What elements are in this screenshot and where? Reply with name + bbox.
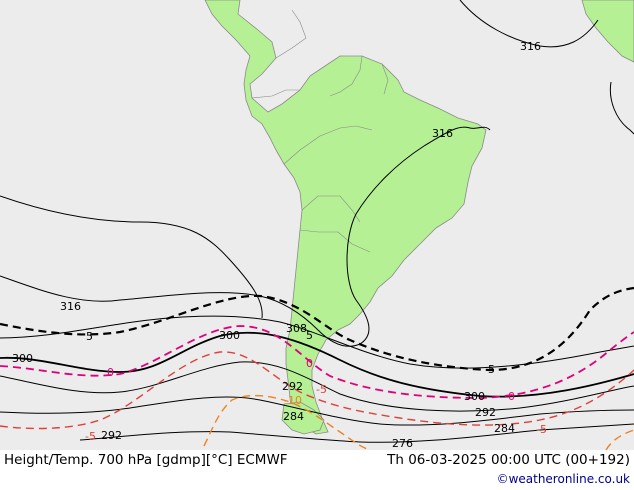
height-contours <box>0 0 634 443</box>
temperature-label: 5 <box>488 363 495 376</box>
height-label: 300 <box>219 329 240 342</box>
temperature-label: 0 <box>306 357 313 370</box>
temperature-label: -10 <box>284 394 302 407</box>
temperature-label: -5 <box>536 423 547 436</box>
map-canvas: 316 316 316 308 300 300 300 292 292 292 … <box>0 0 634 451</box>
temperature-label: 5 <box>86 330 93 343</box>
forecast-datetime: Th 06-03-2025 00:00 UTC (00+192) <box>387 452 630 468</box>
country-borders <box>251 9 389 253</box>
height-label: 276 <box>392 437 413 450</box>
height-label: 300 <box>464 390 485 403</box>
temperature-labels: 5 5 5 0 0 0 -5 -5 -5 -10 <box>85 329 547 443</box>
temperature-label: 0 <box>107 366 114 379</box>
height-label: 316 <box>432 127 453 140</box>
tierra-del-fuego-land <box>281 401 325 435</box>
temperature-label: 5 <box>306 329 313 342</box>
height-labels: 316 316 316 308 300 300 300 292 292 292 … <box>12 40 541 450</box>
height-label: 292 <box>101 429 122 442</box>
height-label: 316 <box>60 300 81 313</box>
height-label: 284 <box>494 422 515 435</box>
height-label: 316 <box>520 40 541 53</box>
weather-map: 316 316 316 308 300 300 300 292 292 292 … <box>0 0 634 451</box>
height-label: 292 <box>282 380 303 393</box>
temperature-contours <box>0 286 634 451</box>
height-label: 300 <box>12 352 33 365</box>
south-america-land <box>204 0 487 435</box>
source-credit-link[interactable]: ©weatheronline.co.uk <box>496 472 630 486</box>
height-label: 292 <box>475 406 496 419</box>
africa-land <box>581 0 634 63</box>
map-title: Height/Temp. 700 hPa [gdmp][°C] ECMWF <box>4 452 288 468</box>
temperature-label: -5 <box>316 383 327 396</box>
map-footer: Height/Temp. 700 hPa [gdmp][°C] ECMWF Th… <box>0 450 634 490</box>
temperature-label: -5 <box>85 430 96 443</box>
height-label: 284 <box>283 410 304 423</box>
height-label: 308 <box>286 322 307 335</box>
temperature-label: 0 <box>508 390 515 403</box>
